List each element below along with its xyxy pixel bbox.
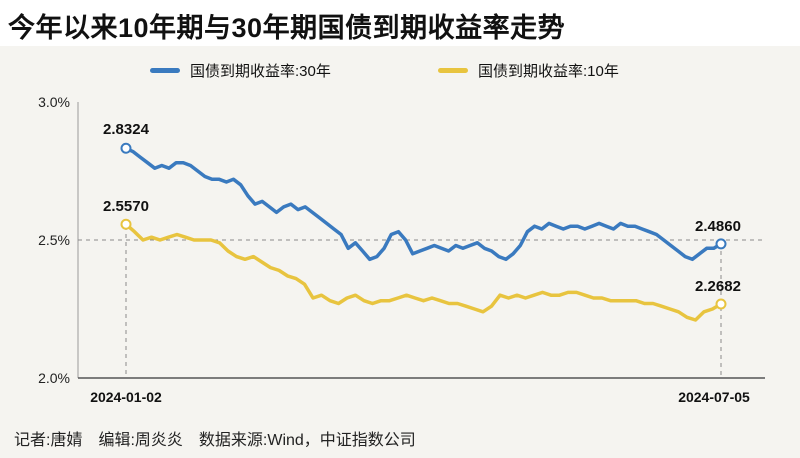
data-point-30y-end	[715, 238, 727, 250]
y-tick-label: 2.5%	[38, 232, 70, 248]
series-line-30y	[124, 146, 723, 262]
legend-swatch-30y	[150, 68, 180, 73]
legend-item-10y: 国债到期收益率:10年	[438, 60, 619, 81]
line-chart: 3.0% 2.5% 2.0% 2024-01-02 2024-07-05 2.8…	[38, 94, 765, 405]
footer-credits: 记者:唐婧 编辑:周炎炎 数据来源:Wind，中证指数公司	[14, 432, 416, 449]
x-tick-label-end: 2024-07-05	[678, 389, 750, 405]
header-band	[0, 0, 800, 46]
legend-label-30y: 国债到期收益率:30年	[190, 63, 331, 80]
data-point-10y-start	[120, 218, 132, 230]
data-label-30y-start: 2.8324	[103, 121, 150, 138]
legend-swatch-10y	[438, 68, 468, 73]
chart-title: 今年以来10年期与30年期国债到期收益率走势	[8, 13, 566, 43]
y-tick-label: 2.0%	[38, 370, 70, 386]
series-line-10y	[124, 222, 723, 322]
data-label-10y-end: 2.2682	[695, 278, 741, 295]
y-tick-label: 3.0%	[38, 94, 70, 110]
x-tick-label-start: 2024-01-02	[90, 389, 162, 405]
data-point-30y-start	[120, 142, 132, 154]
data-label-10y-start: 2.5570	[103, 198, 149, 215]
legend: 国债到期收益率:30年 国债到期收益率:10年	[0, 60, 800, 84]
data-point-10y-end	[715, 298, 727, 310]
legend-item-30y: 国债到期收益率:30年	[150, 60, 331, 81]
legend-label-10y: 国债到期收益率:10年	[478, 63, 619, 80]
data-label-30y-end: 2.4860	[695, 218, 741, 235]
